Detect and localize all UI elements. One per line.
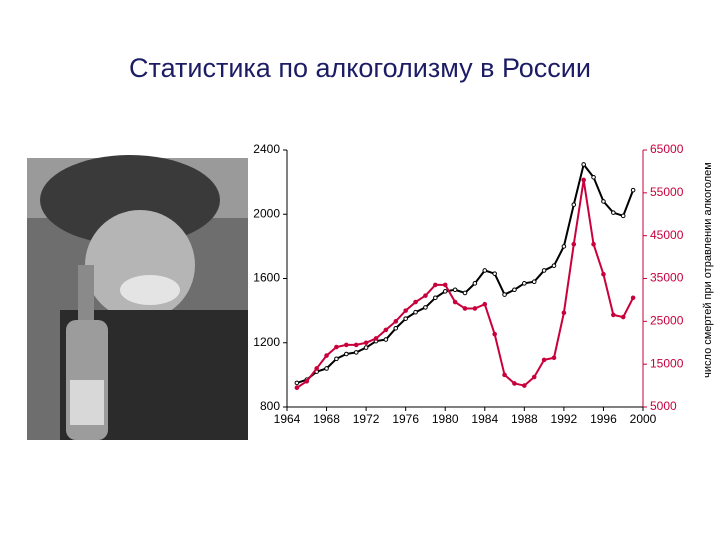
data-point <box>294 380 300 386</box>
data-point <box>423 305 428 310</box>
data-point <box>383 327 389 333</box>
y2-tick-label: 35000 <box>650 271 684 285</box>
data-point <box>353 350 359 355</box>
data-point <box>462 290 468 296</box>
data-point <box>393 325 399 331</box>
data-point <box>482 268 488 273</box>
y2-tick-label: 5000 <box>650 399 677 413</box>
data-point <box>413 299 418 305</box>
data-point <box>581 162 586 167</box>
x-tick-label: 1976 <box>392 412 419 426</box>
data-point <box>551 355 557 361</box>
series-line <box>296 162 635 384</box>
data-point <box>630 187 636 193</box>
data-point <box>581 177 586 183</box>
y-tick-label: 1200 <box>253 335 280 349</box>
data-point <box>334 344 339 350</box>
data-point <box>324 366 329 371</box>
data-point <box>482 301 488 307</box>
data-point <box>383 337 389 342</box>
data-point <box>363 345 369 350</box>
data-point <box>620 314 626 320</box>
photo <box>27 155 248 440</box>
data-point <box>403 308 408 313</box>
slide-title: Статистика по алкоголизму в России <box>129 53 591 83</box>
data-point <box>611 210 616 215</box>
data-point <box>561 310 567 316</box>
data-point <box>522 281 527 286</box>
data-point <box>433 295 438 301</box>
data-point <box>472 281 478 286</box>
data-point <box>363 340 369 346</box>
data-point <box>373 336 379 341</box>
data-point <box>551 263 557 268</box>
data-point <box>620 213 626 219</box>
data-point <box>611 312 616 318</box>
data-point <box>512 287 517 293</box>
y2-tick-label: 65000 <box>650 142 684 156</box>
data-point <box>541 268 547 273</box>
data-point <box>601 271 606 277</box>
x-tick-label: 2000 <box>630 412 657 426</box>
chart: 800 1200 1600 2000 2400 5000 15000 25000 35000 45… <box>253 142 683 426</box>
data-point <box>462 306 468 311</box>
x-tick-label: 1988 <box>511 412 538 426</box>
data-point <box>571 202 577 207</box>
x-tick-label: 1984 <box>471 412 498 426</box>
data-point <box>413 309 418 315</box>
data-point <box>512 381 517 386</box>
y2-tick-label: 45000 <box>650 228 684 242</box>
data-point <box>393 319 399 324</box>
data-point <box>531 374 537 380</box>
data-point <box>344 342 349 348</box>
data-point <box>423 293 428 298</box>
data-point <box>591 175 596 180</box>
data-point <box>314 366 319 371</box>
y2-tick-label: 25000 <box>650 314 684 328</box>
x-tick-label: 1964 <box>274 412 301 426</box>
data-point <box>541 357 547 363</box>
data-point <box>472 306 478 311</box>
x-tick-label: 1992 <box>551 412 578 426</box>
data-point <box>531 279 537 285</box>
data-point <box>591 241 596 247</box>
y2-tick-label: 55000 <box>650 185 684 199</box>
y-tick-label: 2400 <box>253 142 280 156</box>
x-tick-label: 1968 <box>313 412 340 426</box>
data-point <box>353 342 359 348</box>
data-point <box>502 372 507 378</box>
data-point <box>433 282 438 288</box>
data-point <box>571 241 577 247</box>
x-tick-label: 1980 <box>432 412 459 426</box>
data-point <box>442 282 448 288</box>
y-tick-label: 2000 <box>253 206 280 220</box>
data-point <box>403 316 408 321</box>
data-point <box>452 299 458 305</box>
data-point <box>294 385 300 391</box>
data-point <box>601 199 606 204</box>
data-point <box>502 292 507 297</box>
data-point <box>344 351 349 357</box>
data-point <box>492 331 497 337</box>
data-point <box>452 287 458 293</box>
y2-axis-label: число смертей при отравлении алкоголем <box>702 162 714 378</box>
data-point <box>324 353 329 358</box>
series-line <box>296 179 635 389</box>
y-tick-label: 800 <box>260 399 280 413</box>
x-tick-label: 1996 <box>590 412 617 426</box>
data-point <box>630 295 636 301</box>
x-tick-label: 1972 <box>353 412 380 426</box>
y-tick-label: 1600 <box>253 271 280 285</box>
data-point <box>334 356 339 362</box>
data-point <box>304 379 310 384</box>
data-point <box>522 383 527 388</box>
y2-tick-label: 15000 <box>650 356 684 370</box>
data-point <box>442 289 448 294</box>
data-point <box>492 271 497 276</box>
data-point <box>561 244 567 249</box>
